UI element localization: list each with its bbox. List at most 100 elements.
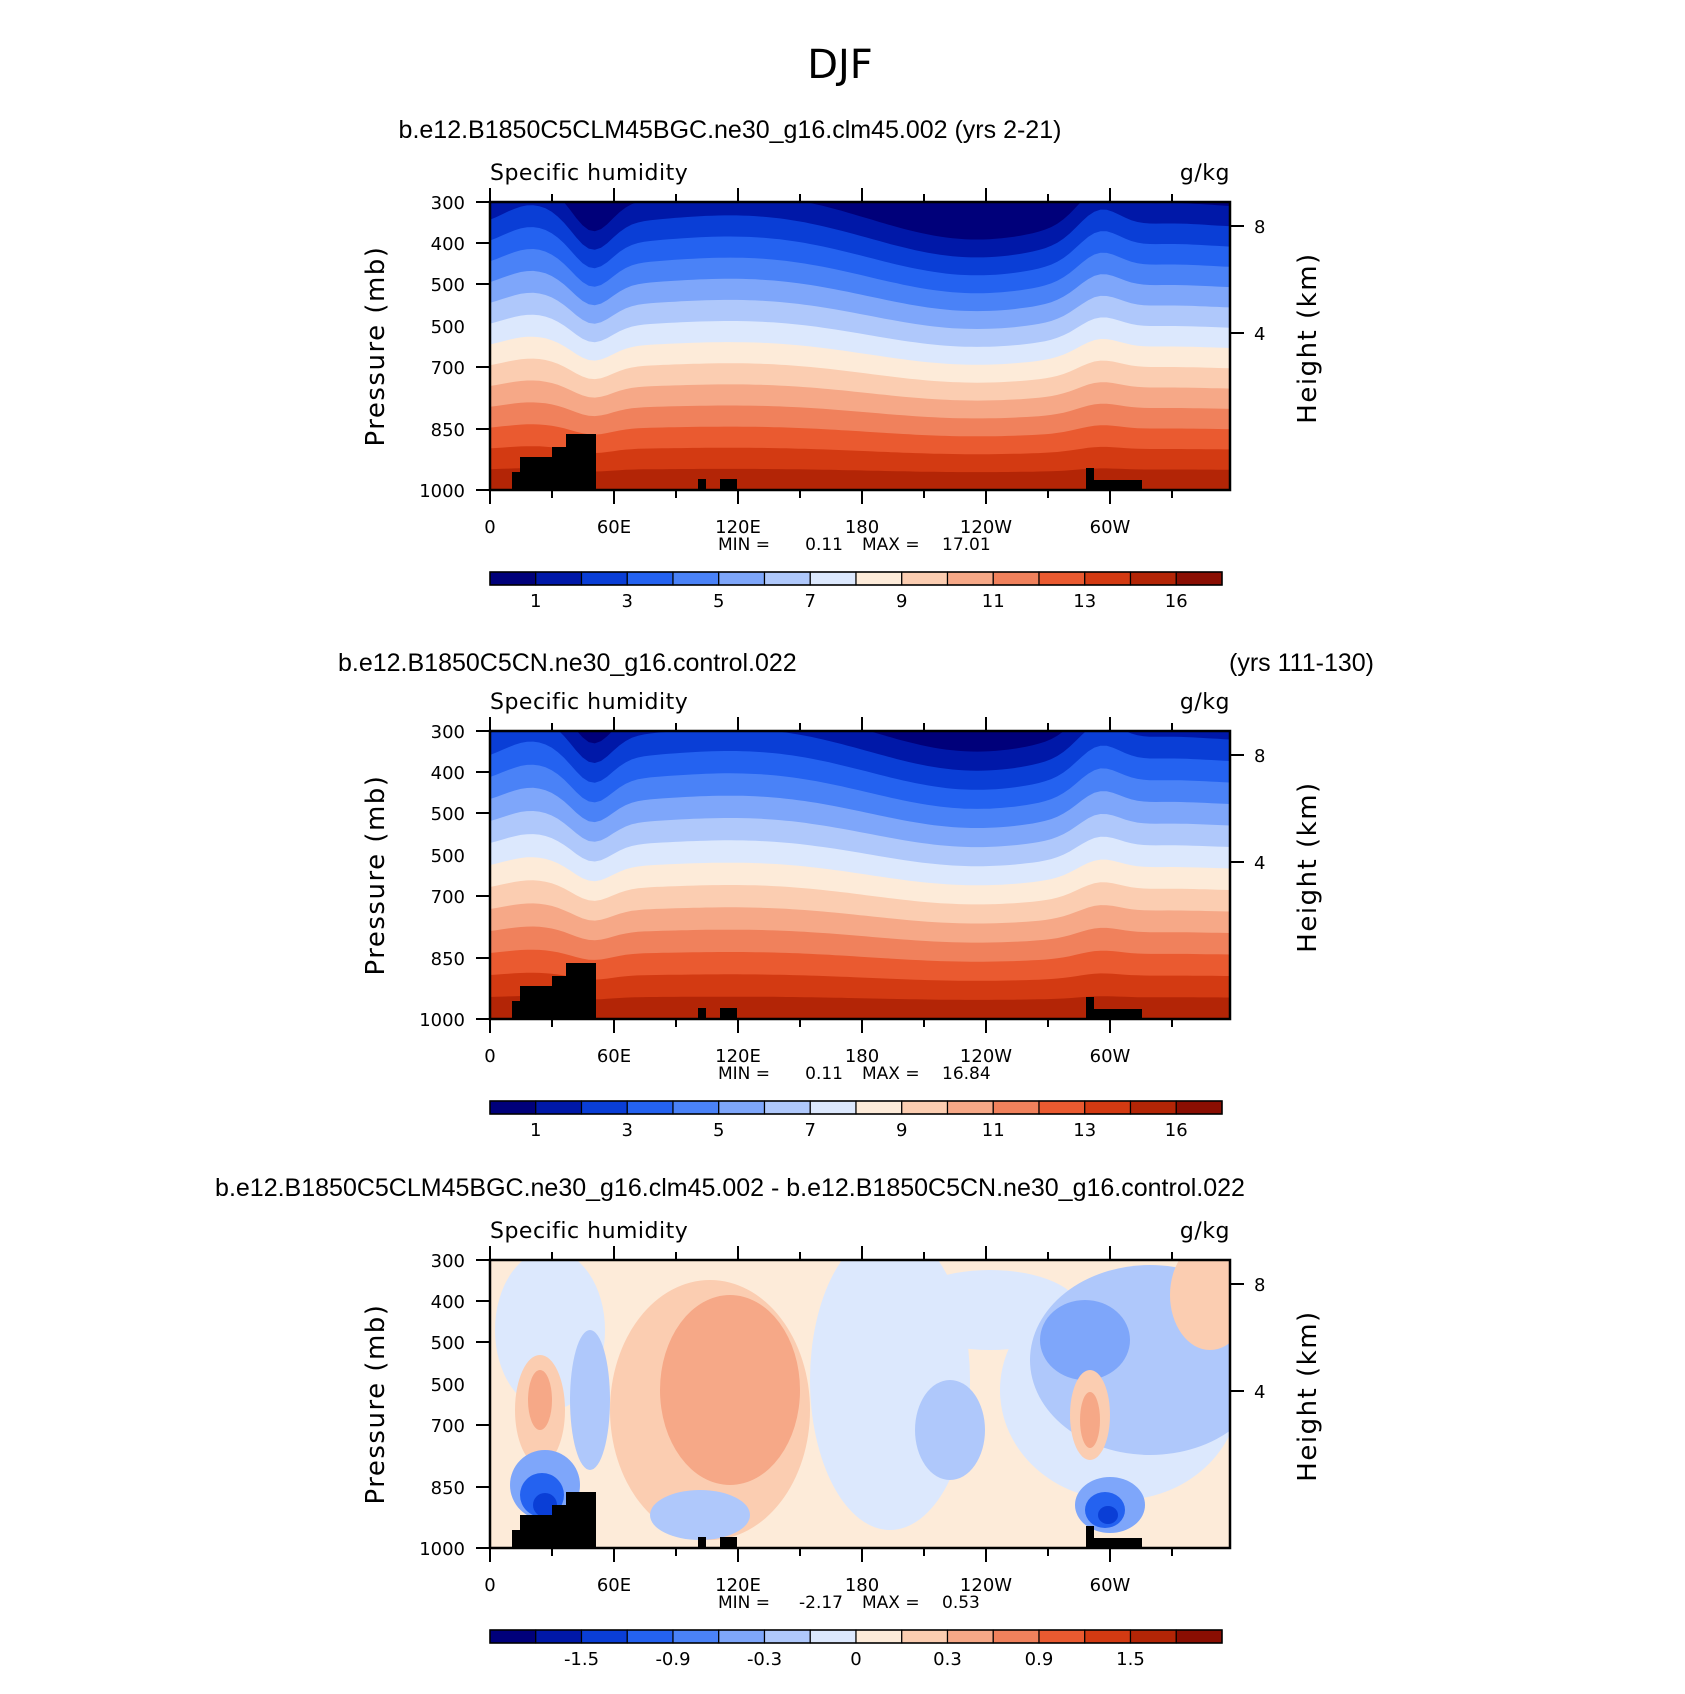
- colorbar-swatch-3-6: [763, 1629, 811, 1644]
- colorbar-swatch-1-4: [672, 571, 720, 586]
- y-tick-label-2-2: 500: [431, 804, 465, 825]
- colorbar-swatch-2-8: [855, 1100, 903, 1115]
- y-tick-label-3-3: 700: [431, 1416, 465, 1437]
- colorbar-frame-3: [489, 1629, 1223, 1644]
- panel-2-terrain-1: [520, 986, 555, 1019]
- y-tick-label-3-4: 850: [431, 1478, 465, 1499]
- y-tick-label-1-1: 400: [431, 234, 465, 255]
- panel-3-terrain-7: [1092, 1538, 1142, 1548]
- y-tick-label-2-dup: 500: [431, 846, 465, 867]
- colorbar-swatch-1-3: [626, 571, 674, 586]
- colorbar-swatch-3-11: [992, 1629, 1040, 1644]
- colorbar-swatch-3-12: [1038, 1629, 1086, 1644]
- min-value-2: 0.11: [805, 1064, 843, 1084]
- colorbar-label-2-3: 7: [805, 1120, 816, 1141]
- colorbar-swatch-3-14: [1129, 1629, 1177, 1644]
- y2-tick-label-3-1: 4: [1254, 1382, 1265, 1403]
- x-tick-label-1-5: 60W: [1090, 517, 1131, 538]
- colorbar-label-1-1: 3: [622, 591, 633, 612]
- y-tick-label-2-3: 700: [431, 887, 465, 908]
- y-tick-label-1-0: 300: [431, 193, 465, 214]
- y-tick-label-1-3: 700: [431, 358, 465, 379]
- colorbar-swatch-2-15: [1175, 1100, 1223, 1115]
- anomaly-region-3-10: [528, 1370, 552, 1430]
- x-tick-label-2-1: 60E: [597, 1046, 631, 1067]
- case-title-2: b.e12.B1850C5CN.ne30_g16.control.022: [338, 649, 797, 677]
- plot-frame-1: [488, 200, 1232, 492]
- colorbar-label-2-1: 3: [622, 1120, 633, 1141]
- colorbar-swatch-1-5: [718, 571, 766, 586]
- colorbar-swatch-1-13: [1084, 571, 1132, 586]
- panel-3-terrain-5: [720, 1537, 737, 1548]
- colorbar-label-1-2: 5: [713, 591, 724, 612]
- panel-1-terrain-6: [1086, 468, 1094, 490]
- y2-axis-title-2: Height (km): [1293, 781, 1323, 952]
- colorbar-swatch-2-13: [1084, 1100, 1132, 1115]
- panel-1-terrain-3: [566, 434, 596, 490]
- x-tick-label-1-0: 0: [484, 517, 495, 538]
- colorbar-swatch-3-4: [672, 1629, 720, 1644]
- colorbar-label-3-2: -0.3: [747, 1649, 782, 1670]
- case-title-1: b.e12.B1850C5CLM45BGC.ne30_g16.clm45.002…: [399, 116, 1062, 144]
- panel-2-terrain-6: [1086, 997, 1094, 1019]
- panel-1-terrain-7: [1092, 480, 1142, 490]
- colorbar-label-2-0: 1: [530, 1120, 541, 1141]
- colorbar-swatch-1-12: [1038, 571, 1086, 586]
- figure-title: DJF: [807, 42, 873, 88]
- panel-1-terrain-0: [512, 472, 520, 490]
- colorbar-label-3-4: 0.3: [933, 1649, 962, 1670]
- colorbar-label-2-6: 13: [1073, 1120, 1096, 1141]
- units-label-1: g/kg: [1180, 161, 1230, 186]
- x-tick-label-3-0: 0: [484, 1575, 495, 1596]
- x-tick-label-3-5: 60W: [1090, 1575, 1131, 1596]
- y-axis-title-3: Pressure (mb): [361, 1304, 391, 1505]
- colorbar-swatch-1-15: [1175, 571, 1223, 586]
- colorbar-label-2-2: 5: [713, 1120, 724, 1141]
- panel-3-terrain-2: [552, 1505, 568, 1548]
- colorbar-label-1-5: 11: [982, 591, 1005, 612]
- colorbar-swatch-1-14: [1129, 571, 1177, 586]
- panel-3-terrain-3: [566, 1492, 596, 1548]
- panel-3-terrain-0: [512, 1530, 520, 1548]
- x-tick-label-2-0: 0: [484, 1046, 495, 1067]
- colorbar-swatch-1-11: [992, 571, 1040, 586]
- max-value-2: 16.84: [942, 1064, 991, 1084]
- colorbar-label-3-5: 0.9: [1025, 1649, 1054, 1670]
- plot-frame-3: [488, 1258, 1232, 1550]
- colorbar-swatch-2-10: [946, 1100, 994, 1115]
- colorbar-label-3-6: 1.5: [1116, 1649, 1145, 1670]
- x-tick-label-1-3: 180: [845, 517, 879, 538]
- colorbar-label-2-5: 11: [982, 1120, 1005, 1141]
- colorbar-swatch-3-7: [809, 1629, 857, 1644]
- y2-tick-label-2-1: 4: [1254, 853, 1265, 874]
- y2-axis-title-1: Height (km): [1293, 252, 1323, 423]
- colorbar-swatch-3-2: [580, 1629, 628, 1644]
- y-tick-label-3-2: 500: [431, 1333, 465, 1354]
- plot-area-1: [490, 202, 1230, 490]
- panel-3-terrain-1: [520, 1515, 555, 1548]
- y-tick-label-1-dup: 500: [431, 317, 465, 338]
- anomaly-region-3-3: [900, 1270, 1080, 1350]
- colorbar-swatch-3-9: [901, 1629, 949, 1644]
- colorbar-swatch-2-14: [1129, 1100, 1177, 1115]
- x-tick-label-3-4: 120W: [960, 1575, 1012, 1596]
- colorbar-swatch-3-10: [946, 1629, 994, 1644]
- anomaly-region-3-2: [810, 1260, 970, 1530]
- colorbar-swatch-2-0: [489, 1100, 537, 1115]
- y2-tick-label-1-0: 8: [1254, 217, 1265, 238]
- max-label-1: MAX =: [862, 535, 920, 555]
- panel-2-terrain-2: [552, 976, 568, 1019]
- max-value-3: 0.53: [942, 1593, 980, 1613]
- colorbar-swatch-1-6: [763, 571, 811, 586]
- colorbar-swatch-2-12: [1038, 1100, 1086, 1115]
- anomaly-region-3-12: [1080, 1392, 1100, 1448]
- colorbar-swatch-2-9: [901, 1100, 949, 1115]
- min-value-1: 0.11: [805, 535, 843, 555]
- min-label-1: MIN =: [718, 535, 770, 555]
- colorbar-label-1-7: 16: [1165, 591, 1188, 612]
- min-value-3: -2.17: [799, 1593, 843, 1613]
- plot-frame-2: [488, 729, 1232, 1021]
- anomaly-region-3-8: [915, 1380, 985, 1480]
- colorbar-frame-1: [489, 571, 1223, 586]
